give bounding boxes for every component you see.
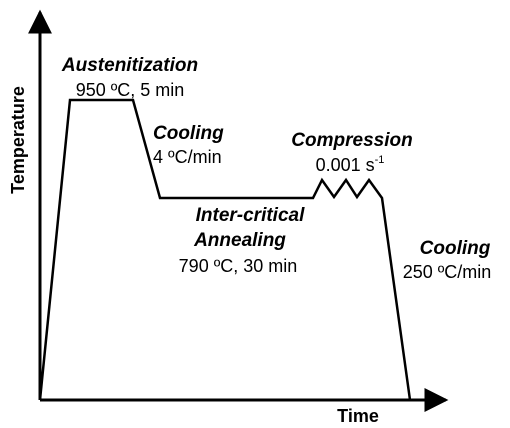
stage-title: Austenitization [61,55,198,76]
stage-title: Inter-critical [196,205,305,226]
rate-value: 0.001 s [316,155,375,175]
stage-detail: 250 ºC/min [403,262,492,282]
rate-exponent: -1 [375,154,385,166]
stage-detail: 790 ºC, 30 min [179,256,298,276]
stage-detail: 4 ºC/min [153,147,222,167]
stage-title: Cooling [420,238,491,259]
stage-title: Compression [291,130,412,151]
x-axis-label: Time [337,406,379,426]
stage-title: Cooling [153,123,224,144]
stage-title: Annealing [193,230,286,251]
stage-detail: 0.001 s-1 [316,154,385,175]
stage-detail: 950 ºC, 5 min [76,80,185,100]
y-axis-label: Temperature [8,86,28,194]
process-curve [38,98,412,401]
